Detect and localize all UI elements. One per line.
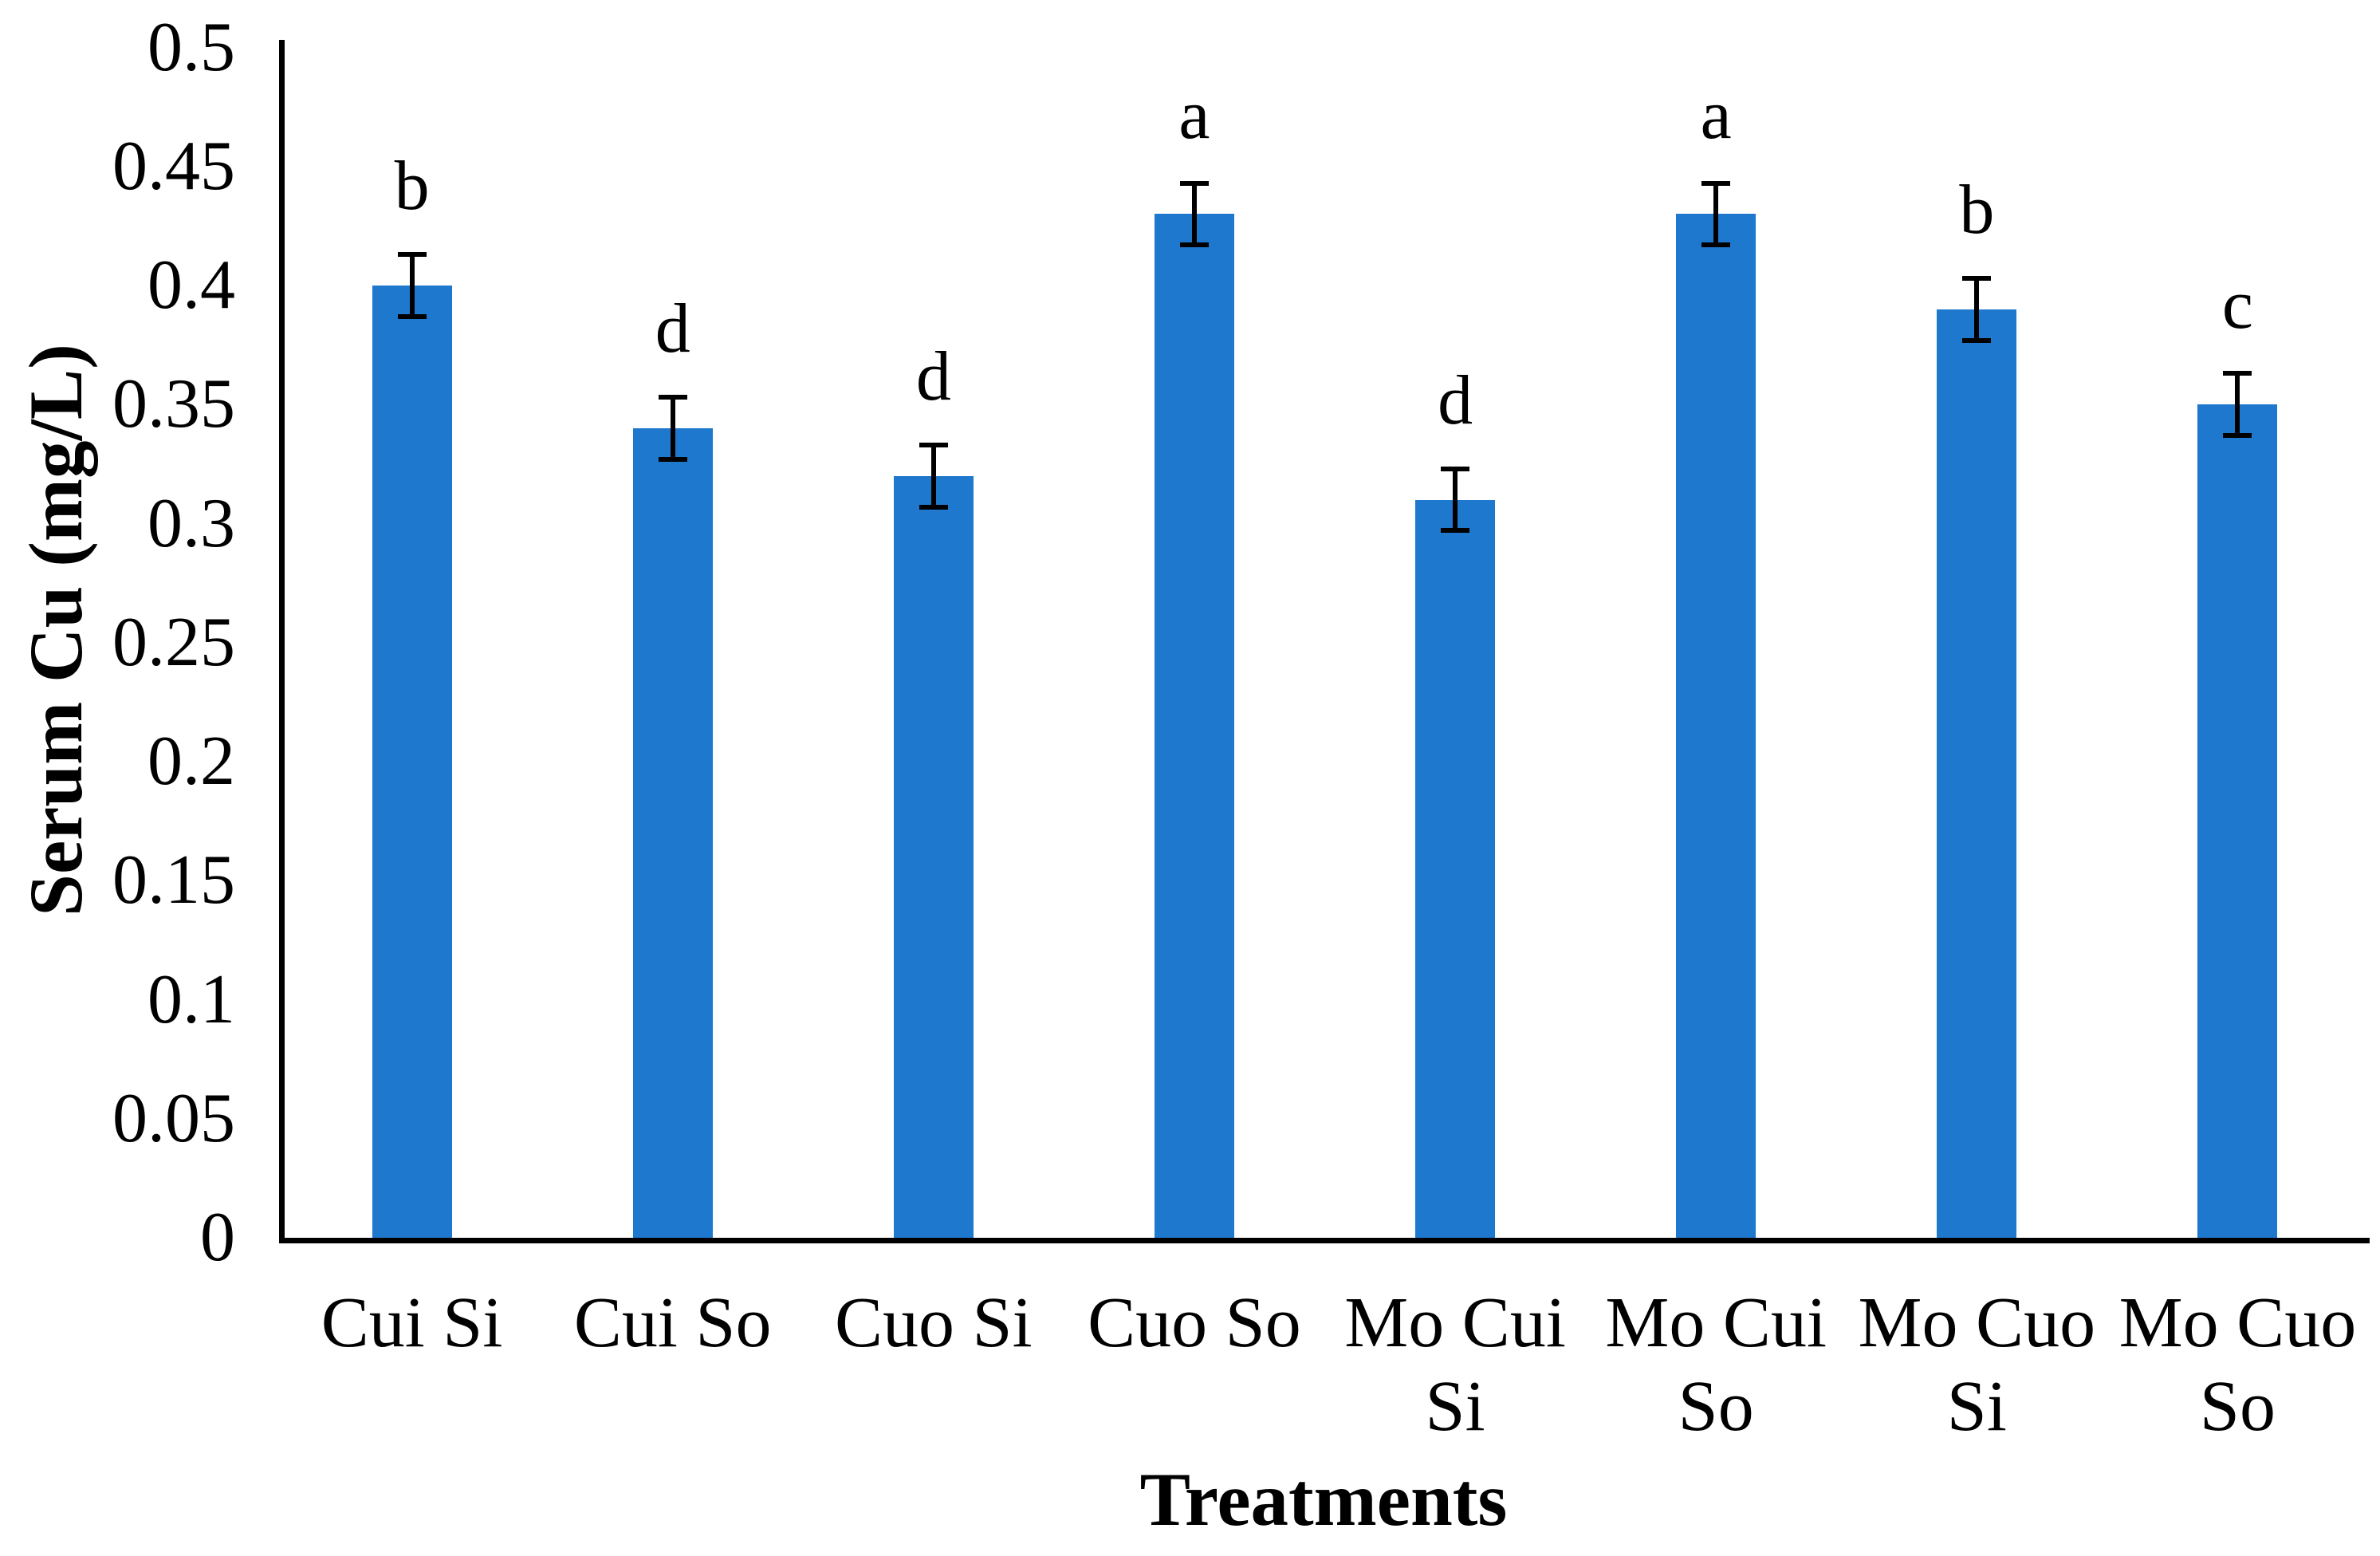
error-bar-cap-bottom <box>397 313 427 319</box>
y-tick-label: 0.3 <box>148 484 235 562</box>
error-bar-cap-top <box>658 395 687 400</box>
y-tick-label: 0.5 <box>148 8 235 86</box>
x-axis-title: Treatments <box>1139 1457 1508 1542</box>
y-tick-label: 0.25 <box>112 603 235 681</box>
y-tick-label: 0.2 <box>148 723 235 800</box>
significance-letter: a <box>1700 76 1732 154</box>
error-bar-cap-bottom <box>1179 242 1209 248</box>
y-tick-label: 0.45 <box>112 127 235 205</box>
x-tick-label-line: Mo Cui <box>1344 1283 1566 1362</box>
error-bar-cap-bottom <box>1962 337 1992 343</box>
bar-cui-si <box>372 286 452 1238</box>
error-bar-cap-top <box>1962 276 1992 282</box>
x-tick-label: Cui So <box>537 1281 808 1365</box>
x-tick-label: Cuo Si <box>798 1281 1069 1365</box>
significance-letter: b <box>394 148 430 226</box>
significance-letter: c <box>2221 266 2253 345</box>
x-tick-label-line: Cui So <box>573 1283 772 1362</box>
error-bar-cap-top <box>919 442 948 447</box>
x-tick-label-line: Mo Cuo <box>2118 1283 2357 1362</box>
error-bar-cap-bottom <box>919 504 948 510</box>
bar-cuo-si <box>893 475 974 1238</box>
x-tick-label-line: Mo Cui <box>1605 1283 1827 1362</box>
bar-mo-cuo-si <box>1937 309 2017 1238</box>
x-tick-label: Cuo So <box>1059 1281 1330 1365</box>
error-bar-line <box>1453 468 1458 531</box>
error-bar-line <box>1713 183 1719 246</box>
x-tick-label: Cui Si <box>277 1281 548 1365</box>
x-axis-line <box>279 1238 2370 1243</box>
significance-letter: d <box>915 337 951 416</box>
bar-cui-so <box>632 428 713 1238</box>
bar-mo-cui-so <box>1676 214 1756 1238</box>
x-tick-label-line: Mo Cuo <box>1858 1283 2096 1362</box>
y-tick-label: 0.15 <box>112 841 235 920</box>
significance-letter: d <box>1438 361 1473 439</box>
bar-mo-cuo-so <box>2197 404 2278 1238</box>
significance-letter: a <box>1178 76 1210 154</box>
error-bar-cap-bottom <box>2223 433 2252 439</box>
bar-mo-cui-si <box>1415 499 1496 1238</box>
significance-letter: b <box>1959 171 1995 250</box>
error-bar-line <box>1191 183 1197 246</box>
x-tick-label: Mo Cui Si <box>1320 1281 1591 1448</box>
x-tick-label-line: Cuo Si <box>835 1283 1033 1362</box>
y-tick-label: 0.35 <box>112 365 235 443</box>
error-bar-cap-bottom <box>1441 528 1470 534</box>
error-bar-line <box>670 397 675 459</box>
bar-cuo-so <box>1154 214 1234 1238</box>
error-bar-cap-top <box>397 252 427 258</box>
y-tick-label: 0 <box>200 1199 235 1276</box>
error-bar-cap-top <box>2223 371 2252 376</box>
x-tick-label-line: So <box>2199 1367 2276 1446</box>
error-bar-line <box>409 254 415 317</box>
x-tick-label: Mo Cui So <box>1580 1281 1851 1448</box>
x-tick-label: Mo Cuo Si <box>1841 1281 2112 1448</box>
y-tick-label: 0.1 <box>148 960 235 1038</box>
error-bar-cap-top <box>1179 180 1209 186</box>
error-bar-cap-top <box>1701 180 1731 186</box>
x-tick-label-line: Si <box>1946 1367 2007 1446</box>
y-tick-label: 0.05 <box>112 1079 235 1157</box>
y-axis-line <box>279 40 285 1243</box>
significance-letter: d <box>655 290 690 368</box>
error-bar-line <box>1974 278 1980 341</box>
x-tick-label-line: Si <box>1425 1367 1485 1446</box>
error-bar-cap-bottom <box>658 456 687 462</box>
y-tick-label: 0.4 <box>148 246 235 324</box>
x-tick-label: Mo Cuo So <box>2102 1281 2373 1448</box>
error-bar-line <box>2235 373 2240 436</box>
x-tick-label-line: So <box>1678 1367 1754 1446</box>
error-bar-line <box>930 444 936 507</box>
error-bar-cap-top <box>1441 466 1470 471</box>
x-tick-label-line: Cui Si <box>321 1283 503 1362</box>
error-bar-cap-bottom <box>1701 242 1731 248</box>
x-tick-label-line: Cuo So <box>1088 1283 1301 1362</box>
